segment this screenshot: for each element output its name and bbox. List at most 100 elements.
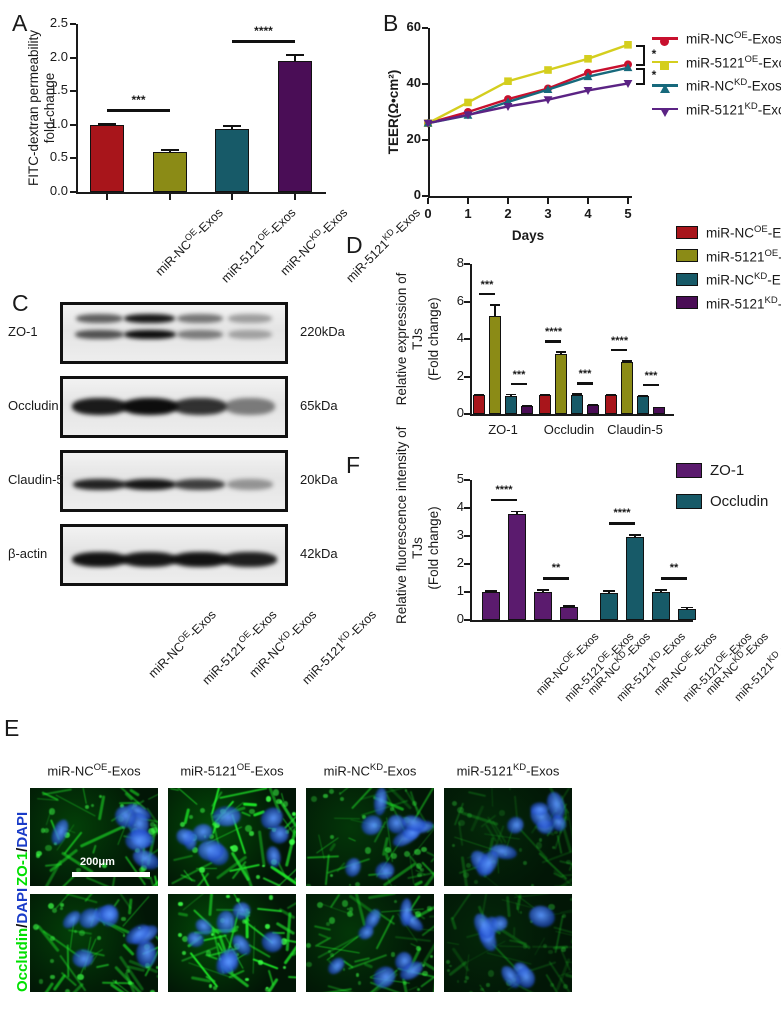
legend-item-b-2: miR-NCKD-Exos — [652, 77, 781, 94]
bar-f-1 — [508, 514, 526, 620]
sig-star-f-3: ** — [669, 562, 679, 575]
panel-letter-b: B — [383, 10, 399, 36]
y-tick-label-a: 2.0 — [49, 48, 68, 64]
y-tick-label-a: 1.0 — [49, 115, 68, 131]
errorcap-d-1-0 — [540, 393, 550, 396]
panel-a: 0.0 0.5 1.0 1.5 2.0 2.5 FITC-dextran permeabil… — [0, 0, 423, 290]
y-tick-label-d: 8 — [456, 255, 464, 270]
if-green-channel — [444, 894, 572, 992]
x-tick-label-b: 4 — [584, 206, 592, 221]
panel-e-column-title-3: miR-5121KD-Exos — [456, 762, 560, 779]
y-tick-label-b: 0 — [413, 187, 421, 202]
blot-band — [174, 478, 226, 490]
errorcap-a-2 — [223, 125, 242, 128]
errorcap-f-7 — [681, 606, 693, 609]
sig-star-d-1-0: **** — [545, 326, 563, 339]
blot-band — [123, 330, 176, 340]
y-tick-label-d: 6 — [456, 292, 464, 308]
panel-f: 0 1 2 3 4 5 Relative fluorescence intensity of… — [380, 427, 781, 705]
sig-star-f-0: **** — [495, 483, 513, 496]
bar-d-0-1 — [489, 315, 501, 414]
sig-line-d-0-1 — [511, 382, 527, 386]
blot-kda-label-1: 65kDa — [300, 398, 338, 413]
legend-swatch-d-0 — [676, 225, 698, 239]
y-tick-label-f: 5 — [456, 471, 464, 486]
blot-box-β-actin — [60, 524, 288, 586]
x-axis-d — [470, 414, 674, 417]
errorcap-d-2-2 — [638, 394, 648, 397]
blot-box-zo-1 — [60, 302, 288, 364]
if-dapi-channel — [306, 894, 434, 992]
legend-label-d-2: miR-NCKD-Exos — [706, 271, 781, 288]
sig-line-d-2-0 — [611, 349, 627, 352]
bar-a-1 — [152, 152, 187, 192]
legend-item-d-0: miR-NCOE-Exos — [676, 224, 781, 241]
x-tick-label-d-1: Occludin — [543, 422, 595, 437]
legend-label-b-3: miR-5121KD-Exos — [686, 100, 781, 118]
sig-line-a-0 — [107, 109, 170, 112]
bar-d-0-2 — [505, 395, 517, 414]
y-tick-b — [422, 139, 428, 141]
bar-d-1-2 — [571, 394, 583, 414]
bar-d-1-0 — [539, 395, 551, 414]
errorbar-a-3 — [293, 54, 296, 61]
y-tick-label-d: 2 — [456, 367, 464, 383]
x-tick-label-b: 2 — [504, 206, 512, 221]
y-tick-label-a: 1.5 — [49, 82, 68, 98]
sig-line-f-0 — [491, 498, 517, 501]
legend-label-b-0: miR-NCOE-Exos — [686, 30, 781, 47]
panel-e-image-r1-c2 — [306, 894, 434, 992]
blot-band — [226, 478, 274, 490]
y-tick-d — [464, 263, 470, 265]
y-tick-label-f: 1 — [456, 583, 464, 598]
y-axis-a — [76, 24, 78, 194]
blot-box-occludin — [60, 376, 288, 438]
bar-a-0 — [90, 124, 125, 192]
sig-bracket-top-b-0 — [636, 44, 645, 47]
panel-e-column-title-0: miR-NCOE-Exos — [47, 762, 141, 779]
sig-star-f-2: **** — [613, 507, 631, 520]
legend-marker-triangle-down-icon — [652, 103, 678, 117]
blot-band — [172, 398, 227, 416]
if-green-channel — [306, 894, 434, 992]
sig-line-d-2-1 — [643, 383, 659, 387]
y-tick-label-f: 2 — [456, 555, 464, 570]
sig-line-f-3 — [661, 577, 687, 580]
panel-d: 0 2 4 6 8 Relative expression of TJs (Fold chan… — [380, 224, 781, 452]
if-dapi-channel — [444, 788, 572, 886]
blot-band — [225, 398, 275, 416]
x-tick-a-3 — [293, 194, 296, 200]
legend-label-b-1: miR-5121OE-Exos — [686, 53, 781, 71]
errorcap-d-0-3 — [522, 405, 532, 407]
sig-bracket-top-b-1 — [636, 67, 645, 70]
x-tick-a-0 — [106, 194, 109, 200]
y-tick-a — [70, 56, 76, 59]
if-dapi-channel — [168, 788, 296, 886]
sig-star-d-1-1: *** — [578, 368, 592, 381]
errorcap-d-2-3 — [654, 406, 664, 409]
panel-e-image-r1-c3 — [444, 894, 572, 992]
y-tick-label-d: 4 — [456, 330, 464, 345]
panel-letter-c: C — [12, 290, 29, 316]
if-dapi-channel — [444, 894, 572, 992]
y-tick-a — [70, 191, 76, 193]
errorcap-d-0-2 — [506, 393, 516, 396]
errorcap-f-2 — [537, 589, 549, 591]
y-axis-title-d: Relative expression of TJs (Fold change) — [394, 272, 442, 406]
y-tick-f — [464, 535, 470, 537]
bar-d-2-1 — [621, 361, 633, 414]
errorcap-f-5 — [629, 534, 641, 536]
if-background — [444, 788, 572, 886]
if-dapi-channel — [168, 894, 296, 992]
sig-line-a-1 — [232, 40, 295, 43]
legend-swatch-d-3 — [676, 296, 698, 310]
blot-band — [75, 314, 124, 324]
panel-letter-d: D — [346, 232, 363, 258]
legend-f: ZO-1 Occludin — [676, 462, 768, 524]
blot-band — [176, 314, 224, 324]
panel-c: ZO-1 220kDa Occludin 65kDa Claudin-5 20kDa β-a… — [0, 290, 379, 700]
errorcap-f-4 — [603, 590, 615, 592]
blot-band — [222, 551, 278, 567]
if-dapi-channel — [306, 788, 434, 886]
sig-star-f-1: ** — [551, 562, 561, 575]
